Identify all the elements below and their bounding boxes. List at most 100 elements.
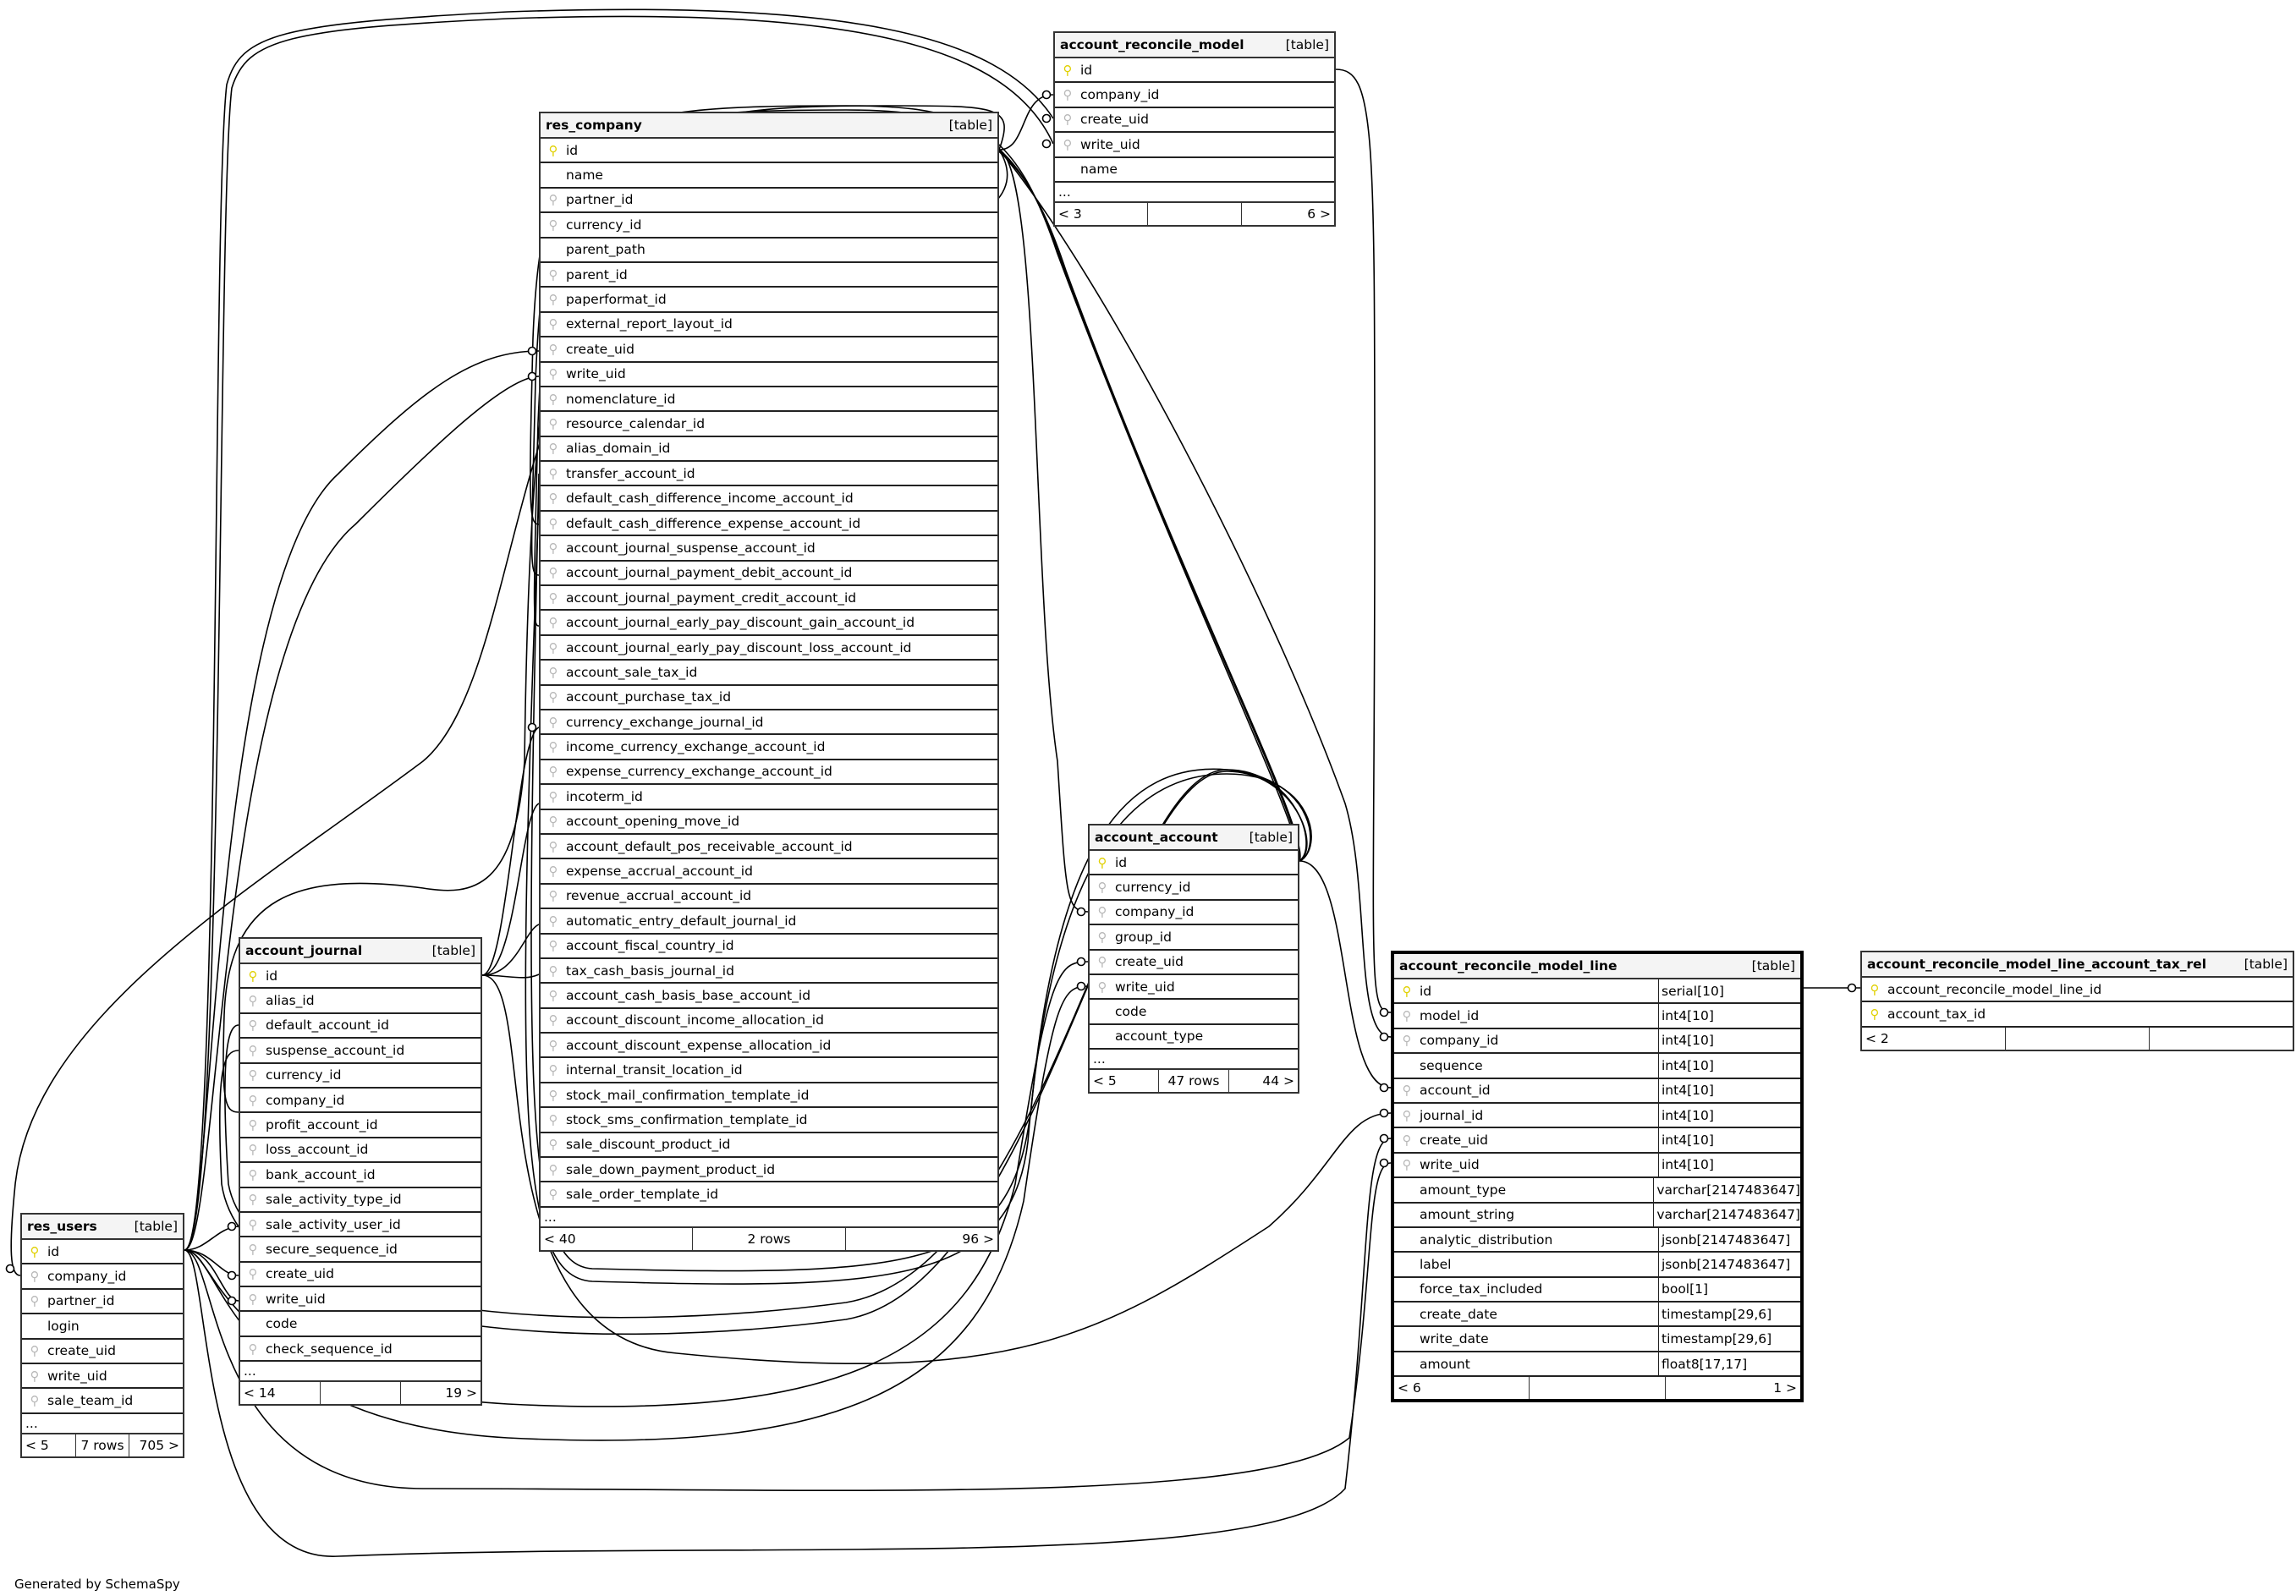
column-row[interactable]: ⚲ group_id: [1090, 925, 1298, 951]
column-row[interactable]: ⚲ create_uid: [541, 337, 997, 363]
table-name[interactable]: account_account: [1095, 830, 1218, 845]
column-row[interactable]: ⚲ sale_order_template_id: [541, 1182, 997, 1208]
parents-count-link[interactable]: < 40: [544, 1231, 576, 1247]
column-row[interactable]: account_type: [1090, 1025, 1298, 1050]
column-row[interactable]: ⚲ partner_id: [541, 189, 997, 214]
column-row[interactable]: analytic_distribution jsonb[2147483647]: [1394, 1227, 1800, 1253]
table-res-users[interactable]: res_users [table] ⚲ id ⚲ company_id ⚲ partner_i…: [20, 1213, 184, 1458]
table-account-reconcile-model-line[interactable]: account_reconcile_model_line [table] ⚲ id se…: [1391, 951, 1804, 1403]
column-row[interactable]: ⚲ sale_team_id: [22, 1389, 183, 1414]
children-count-link[interactable]: [2149, 1027, 2293, 1050]
column-row[interactable]: ⚲ write_uid: [541, 363, 997, 387]
column-row[interactable]: ⚲ account_opening_move_id: [541, 810, 997, 835]
column-row[interactable]: ⚲ paperformat_id: [541, 288, 997, 313]
column-row[interactable]: ⚲ suspense_account_id: [240, 1039, 481, 1064]
table-header[interactable]: account_reconcile_model_line_account_tax…: [1862, 952, 2293, 978]
column-row[interactable]: code: [1090, 1000, 1298, 1025]
parents-count-link[interactable]: < 6: [1398, 1380, 1421, 1396]
column-row[interactable]: ⚲ stock_sms_confirmation_template_id: [541, 1108, 997, 1133]
column-row[interactable]: ⚲ bank_account_id: [240, 1163, 481, 1188]
table-name[interactable]: account_reconcile_model_line: [1399, 958, 1618, 974]
column-row[interactable]: create_date timestamp[29,6]: [1394, 1303, 1800, 1328]
children-count-link[interactable]: 705 >: [129, 1434, 183, 1456]
column-row[interactable]: ⚲ currency_id: [240, 1064, 481, 1089]
table-res-company[interactable]: res_company [table] ⚲ id name ⚲ partner_id ⚲ cur…: [539, 112, 999, 1252]
column-row[interactable]: name: [1055, 158, 1334, 183]
table-header[interactable]: account_reconcile_model_line [table]: [1394, 954, 1800, 979]
column-row[interactable]: ⚲ check_sequence_id: [240, 1337, 481, 1363]
table-header[interactable]: res_users [table]: [22, 1215, 183, 1240]
column-row[interactable]: ⚲ secure_sequence_id: [240, 1237, 481, 1263]
column-row[interactable]: ⚲ alias_domain_id: [541, 437, 997, 463]
column-row[interactable]: ⚲ account_sale_tax_id: [541, 661, 997, 686]
more-columns[interactable]: ...: [1055, 183, 1334, 203]
column-row[interactable]: ⚲ account_purchase_tax_id: [541, 686, 997, 710]
column-row[interactable]: ⚲ id: [240, 964, 481, 990]
column-row[interactable]: ⚲ create_uid: [1090, 951, 1298, 975]
column-row[interactable]: ⚲ default_cash_difference_expense_account…: [541, 512, 997, 537]
table-name[interactable]: res_users: [27, 1219, 97, 1234]
parents-count-link[interactable]: < 3: [1058, 206, 1082, 222]
table-account-reconcile-model-line-account-tax-rel[interactable]: account_reconcile_model_line_account_tax…: [1860, 951, 2294, 1051]
column-row[interactable]: ⚲ incoterm_id: [541, 785, 997, 810]
column-row[interactable]: ⚲ expense_currency_exchange_account_id: [541, 760, 997, 786]
column-row[interactable]: ⚲ partner_id: [22, 1290, 183, 1315]
column-row[interactable]: ⚲ account_journal_payment_debit_account_i…: [541, 562, 997, 587]
column-row[interactable]: ⚲ account_journal_early_pay_discount_loss…: [541, 636, 997, 661]
parents-count-link[interactable]: < 5: [1093, 1073, 1117, 1089]
column-row[interactable]: ⚲ company_id: [22, 1264, 183, 1290]
column-row[interactable]: ⚲ id: [22, 1240, 183, 1265]
column-row[interactable]: ⚲ create_uid: [22, 1340, 183, 1364]
column-row[interactable]: ⚲ id: [541, 139, 997, 164]
column-row[interactable]: ⚲ write_uid: [240, 1287, 481, 1313]
more-columns[interactable]: ...: [1090, 1050, 1298, 1071]
column-row[interactable]: ⚲ profit_account_id: [240, 1113, 481, 1138]
column-row[interactable]: ⚲ default_account_id: [240, 1014, 481, 1039]
column-row[interactable]: ⚲ account_journal_early_pay_discount_gain…: [541, 611, 997, 636]
column-row[interactable]: ⚲ transfer_account_id: [541, 462, 997, 487]
column-row[interactable]: ⚲ income_currency_exchange_account_id: [541, 735, 997, 760]
column-row[interactable]: force_tax_included bool[1]: [1394, 1277, 1800, 1303]
column-row[interactable]: ⚲ sale_discount_product_id: [541, 1133, 997, 1159]
column-row[interactable]: ⚲ write_uid: [1055, 133, 1334, 158]
column-row[interactable]: sequence int4[10]: [1394, 1054, 1800, 1079]
column-row[interactable]: ⚲ write_uid: [1090, 975, 1298, 1001]
column-row[interactable]: ⚲ resource_calendar_id: [541, 412, 997, 437]
column-row[interactable]: ⚲ company_id: [1055, 83, 1334, 108]
column-row[interactable]: ⚲ journal_id int4[10]: [1394, 1103, 1800, 1129]
column-row[interactable]: ⚲ nomenclature_id: [541, 387, 997, 413]
column-row[interactable]: ⚲ stock_mail_confirmation_template_id: [541, 1083, 997, 1109]
column-row[interactable]: label jsonb[2147483647]: [1394, 1253, 1800, 1278]
column-row[interactable]: ⚲ alias_id: [240, 989, 481, 1014]
column-row[interactable]: write_date timestamp[29,6]: [1394, 1327, 1800, 1352]
column-row[interactable]: ⚲ account_fiscal_country_id: [541, 935, 997, 959]
table-name[interactable]: account_reconcile_model_line_account_tax…: [1867, 957, 2207, 972]
table-header[interactable]: account_account [table]: [1090, 825, 1298, 851]
column-row[interactable]: ⚲ account_journal_payment_credit_account_…: [541, 586, 997, 612]
children-count-link[interactable]: 96 >: [844, 1227, 997, 1250]
column-row[interactable]: ⚲ sale_down_payment_product_id: [541, 1158, 997, 1183]
column-row[interactable]: ⚲ create_uid: [1055, 108, 1334, 134]
table-name[interactable]: res_company: [546, 118, 642, 133]
column-row[interactable]: ⚲ external_report_layout_id: [541, 313, 997, 338]
column-row[interactable]: ⚲ currency_exchange_journal_id: [541, 710, 997, 736]
column-row[interactable]: ⚲ write_uid: [22, 1364, 183, 1390]
column-row[interactable]: ⚲ parent_id: [541, 263, 997, 288]
table-header[interactable]: account_reconcile_model [table]: [1055, 33, 1334, 58]
column-row[interactable]: ⚲ account_journal_suspense_account_id: [541, 536, 997, 562]
table-name[interactable]: account_journal: [245, 943, 363, 958]
column-row[interactable]: ⚲ write_uid int4[10]: [1394, 1153, 1800, 1179]
parents-count-link[interactable]: < 5: [25, 1437, 49, 1453]
children-count-link[interactable]: 1 >: [1664, 1377, 1800, 1400]
column-row[interactable]: ⚲ expense_accrual_account_id: [541, 859, 997, 885]
table-header[interactable]: account_journal [table]: [240, 939, 481, 964]
column-row[interactable]: ⚲ id serial[10]: [1394, 979, 1800, 1005]
table-account-account[interactable]: account_account [table] ⚲ id ⚲ currency_id ⚲ co…: [1088, 824, 1299, 1094]
column-row[interactable]: ⚲ account_tax_id: [1862, 1002, 2293, 1028]
column-row[interactable]: ⚲ loss_account_id: [240, 1138, 481, 1164]
table-header[interactable]: res_company [table]: [541, 113, 997, 139]
column-row[interactable]: ⚲ internal_transit_location_id: [541, 1058, 997, 1083]
column-row[interactable]: amount_string varchar[2147483647]: [1394, 1203, 1800, 1228]
table-account-reconcile-model[interactable]: account_reconcile_model [table] ⚲ id ⚲ compan…: [1053, 31, 1336, 227]
column-row[interactable]: ⚲ company_id: [1090, 901, 1298, 926]
